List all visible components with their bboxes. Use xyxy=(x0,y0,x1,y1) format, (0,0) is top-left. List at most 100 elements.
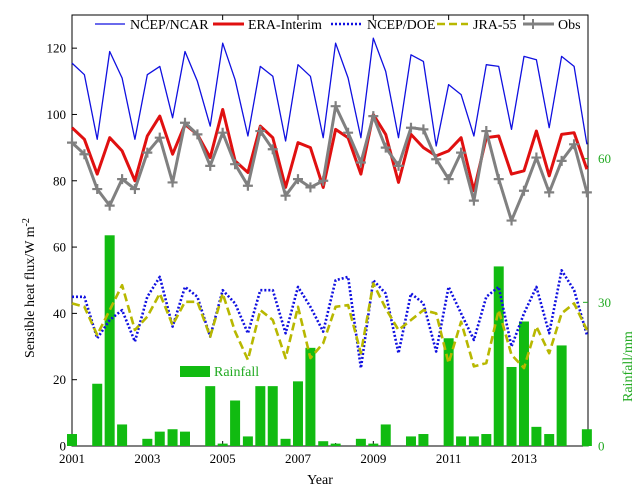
rainfall-bar xyxy=(242,436,253,446)
obs-marker xyxy=(343,127,354,138)
series-line-jra-55 xyxy=(71,282,589,370)
obs-marker xyxy=(179,117,190,128)
obs-marker xyxy=(493,174,504,185)
rainfall-bar xyxy=(581,429,592,446)
obs-marker xyxy=(581,187,592,198)
obs-marker xyxy=(531,152,542,163)
rainfall-bar xyxy=(330,443,341,446)
y2-tick-label: 30 xyxy=(598,295,611,310)
y-tick-label: 20 xyxy=(53,372,66,387)
x-tick-label: 2005 xyxy=(210,451,236,466)
rainfall-bar xyxy=(92,383,103,446)
legend-label-era-interim: ERA-Interim xyxy=(248,18,322,33)
obs-marker xyxy=(456,147,467,158)
rainfall-bar xyxy=(179,431,190,446)
rainfall-bar xyxy=(531,426,542,446)
rainfall-bar xyxy=(355,438,366,446)
rainfall-bar xyxy=(506,366,517,446)
y2-tick-label: 60 xyxy=(598,151,611,166)
rainfall-bar xyxy=(468,436,479,446)
obs-marker xyxy=(117,174,128,185)
rainfall-bar xyxy=(117,424,128,446)
obs-marker xyxy=(418,124,429,135)
rainfall-bar xyxy=(305,347,316,446)
rainfall-bar xyxy=(368,443,379,446)
rainfall-bar xyxy=(544,434,555,446)
x-tick-label: 2011 xyxy=(436,451,462,466)
obs-marker xyxy=(205,160,216,171)
series-line-obs xyxy=(70,104,589,223)
x-tick-label: 2009 xyxy=(360,451,386,466)
rainfall-bar xyxy=(267,386,278,446)
obs-marker xyxy=(242,180,253,191)
rainfall-bar xyxy=(167,429,178,446)
obs-marker xyxy=(167,177,178,188)
ticks-layer: 2001 2003 2005 2007 2009 2011 2013 0 20 40 60 80 100… xyxy=(47,15,611,466)
series-line-ncep-ncar xyxy=(71,37,588,147)
y-tick-label: 40 xyxy=(53,306,66,321)
legend-swatch-obs-marker xyxy=(528,19,538,29)
rainfall-bar xyxy=(292,381,303,446)
rainfall-bar xyxy=(154,431,165,446)
series-line-ncep-doe xyxy=(72,268,589,370)
obs-marker xyxy=(192,129,203,140)
rainfall-bars xyxy=(67,235,592,446)
x-axis-title: Year xyxy=(307,473,333,488)
obs-marker xyxy=(104,200,115,211)
plot-frame xyxy=(71,14,589,447)
obs-marker xyxy=(142,147,153,158)
obs-marker xyxy=(267,144,278,155)
y-axis-title: Sensible heat flux/W m-2 xyxy=(21,218,38,358)
rainfall-bar xyxy=(142,438,153,446)
legend-label-jra-55: JRA-55 xyxy=(473,18,517,33)
obs-marker xyxy=(92,184,103,195)
series-lines xyxy=(67,37,592,370)
obs-marker xyxy=(255,126,266,137)
obs-marker xyxy=(556,155,567,166)
obs-marker xyxy=(368,111,379,122)
obs-marker xyxy=(154,132,165,143)
obs-marker xyxy=(431,154,442,165)
y-axis-title-superscript: -2 xyxy=(21,218,32,226)
rainfall-bar xyxy=(481,434,492,446)
rainfall-bar xyxy=(280,438,291,446)
legend-label-obs: Obs xyxy=(558,18,581,33)
obs-marker xyxy=(129,184,140,195)
series-line-era-interim xyxy=(70,108,589,193)
rainfall-bar xyxy=(418,434,429,446)
x-tick-label: 2003 xyxy=(134,451,160,466)
x-tick-label: 2013 xyxy=(511,451,537,466)
x-tick-label: 2007 xyxy=(285,451,312,466)
obs-marker xyxy=(280,190,291,201)
rainfall-bar xyxy=(67,434,77,446)
obs-marker xyxy=(544,187,555,198)
y2-tick-label: 0 xyxy=(598,439,605,454)
obs-marker xyxy=(330,101,341,112)
obs-marker xyxy=(393,160,404,171)
obs-marker xyxy=(67,137,77,148)
obs-marker xyxy=(292,174,303,185)
legend-label-rainfall: Rainfall xyxy=(214,365,259,380)
legend-label-ncep-ncar: NCEP/NCAR xyxy=(130,18,209,33)
rainfall-bar xyxy=(380,424,391,446)
rainfall-bar xyxy=(518,321,529,446)
obs-marker xyxy=(506,215,517,226)
obs-marker xyxy=(230,159,241,170)
rainfall-bar xyxy=(318,441,329,446)
rainfall-bar xyxy=(205,386,216,446)
obs-marker xyxy=(443,174,454,185)
obs-marker xyxy=(481,126,492,137)
y-tick-label: 120 xyxy=(47,41,67,56)
obs-marker xyxy=(79,149,90,160)
y-tick-label: 60 xyxy=(53,240,66,255)
rainfall-bar xyxy=(217,443,228,446)
rainfall-bar xyxy=(230,400,241,446)
obs-marker xyxy=(569,139,580,150)
y-tick-label: 100 xyxy=(47,107,67,122)
obs-marker xyxy=(468,195,479,206)
obs-marker xyxy=(380,142,391,153)
y-tick-label: 80 xyxy=(53,173,66,188)
rainfall-bar xyxy=(493,266,504,446)
obs-marker xyxy=(518,185,529,196)
